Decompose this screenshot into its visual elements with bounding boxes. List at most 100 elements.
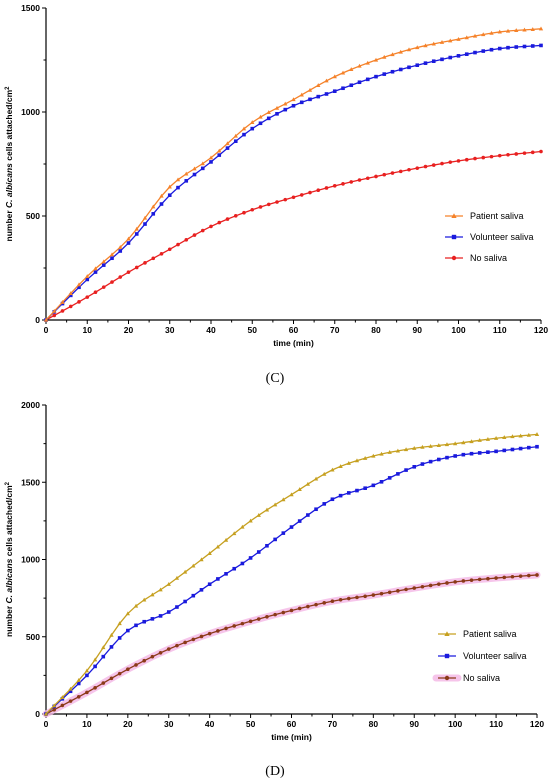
data-point [357,80,362,85]
data-point [530,27,535,31]
data-point [166,647,171,651]
data-point [209,160,213,164]
data-point [109,645,114,649]
panel-label: (C) [266,371,285,386]
data-point [150,592,155,597]
data-point [60,703,65,708]
y-tick-label: 1000 [21,107,40,117]
x-tick-label: 0 [44,325,49,335]
x-tick-label: 50 [246,719,256,729]
data-point [387,476,392,480]
x-tick-label: 100 [451,325,465,335]
data-point [207,582,212,587]
series-line [45,574,538,715]
data-point [258,121,263,126]
data-point [117,671,122,676]
legend-marker [444,675,450,681]
x-tick-label: 120 [530,719,544,729]
data-point [481,155,486,160]
data-point [289,492,294,497]
data-point [216,629,220,633]
data-point [289,525,294,529]
data-point [265,614,269,619]
y-tick-label: 1000 [21,555,40,565]
data-point [291,103,296,108]
data-point [176,242,180,247]
data-point [299,92,304,97]
data-point [151,204,156,209]
data-point [431,59,436,64]
data-point [126,628,130,633]
data-point [440,161,444,166]
data-point [330,497,335,502]
data-point [415,63,420,67]
data-point [526,432,531,437]
data-point [266,202,271,207]
data-point [85,295,90,299]
x-tick-label: 30 [164,719,174,729]
data-point [52,308,57,313]
data-point [407,167,411,172]
y-axis-label: number C. albicans cells attached/cm2 [4,481,14,637]
data-point [412,586,417,590]
data-point [166,610,171,614]
data-point [250,207,255,212]
y-axis-label-prefix: number [4,208,14,242]
chart-panel-2: 0 10 20 30 40 50 60 70 80 90 100 110 120 0 500 1000 1500… [4,400,544,779]
data-point [332,74,337,79]
data-point [307,87,313,92]
x-tick-label: 90 [413,325,423,335]
data-point [306,604,310,609]
data-point [382,54,387,59]
data-point [43,711,49,716]
data-point [142,215,148,220]
data-point [355,595,359,600]
data-point [374,74,378,79]
data-point [379,480,384,484]
data-point [314,602,318,607]
data-point [200,166,205,171]
data-point [250,120,255,125]
data-point [461,579,466,583]
legend-label: Patient saliva [463,629,517,639]
series-1 [43,26,544,322]
data-point [283,107,288,112]
data-point [464,157,469,162]
data-point [382,172,387,177]
data-point [175,177,181,182]
data-point [448,38,453,43]
data-point [84,668,90,673]
data-point [68,686,73,691]
data-point [494,576,498,580]
y-tick-label: 0 [35,315,40,325]
data-point [265,543,269,548]
data-point [101,285,106,289]
x-tick-label: 70 [328,719,338,729]
data-point [76,694,81,699]
data-point [117,621,122,626]
data-point [506,152,510,157]
data-point [126,236,131,241]
data-point [297,487,302,492]
data-point [379,591,384,596]
data-point [338,464,343,468]
x-tick-label: 110 [489,719,503,729]
data-point [233,214,238,218]
data-point [464,35,469,40]
data-point [232,531,237,536]
data-point [85,277,90,282]
legend-entry-1: Patient saliva [445,211,524,221]
legend-entry-3: No saliva [432,673,500,683]
data-point [159,193,164,198]
data-point [444,442,450,447]
data-point [297,606,302,611]
data-point [167,193,172,197]
data-point [497,46,502,51]
data-point [76,678,81,682]
data-point [428,583,433,588]
x-axis-label: time (min) [273,338,314,348]
data-point [209,224,213,229]
data-point [456,54,461,58]
data-point [299,193,304,197]
